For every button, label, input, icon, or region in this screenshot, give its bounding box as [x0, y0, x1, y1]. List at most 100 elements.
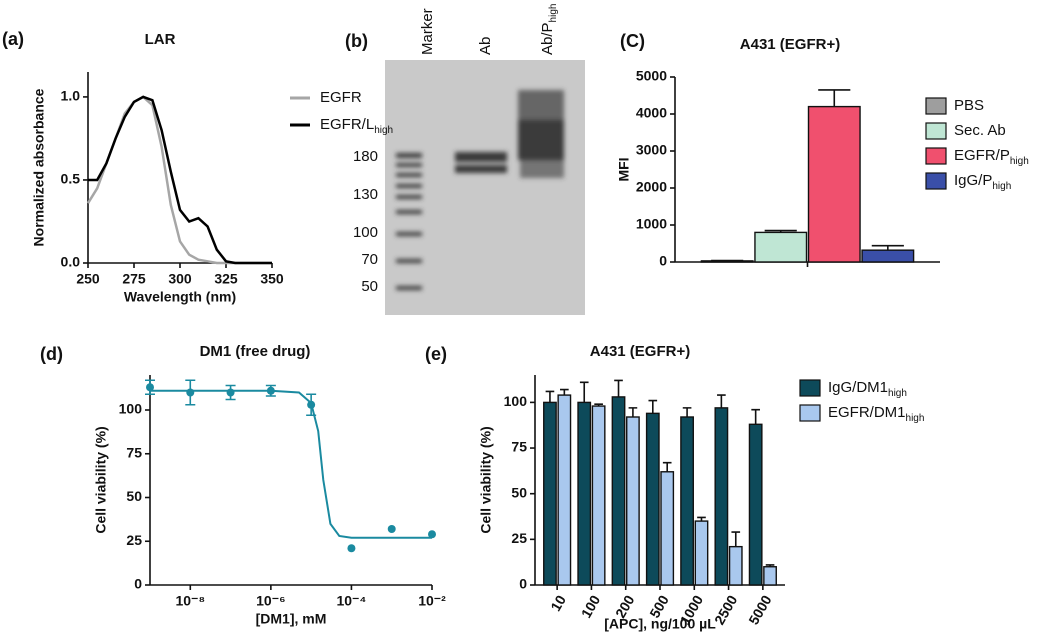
legend-label: PBS [954, 97, 984, 114]
error-bar [871, 244, 904, 251]
y-tick-label: 2000 [636, 179, 667, 195]
legend-swatch [925, 122, 947, 140]
legend-label: IgG/Phigh [954, 172, 1011, 192]
fit-curve [150, 389, 432, 539]
error-bar [628, 407, 638, 417]
x-tick-label: 10⁻⁴ [336, 593, 366, 609]
y-tick-label: 50 [511, 484, 527, 500]
gel-image [385, 60, 585, 315]
x-tick-label: 10 [547, 592, 569, 614]
y-axis-label: Normalized absorbance [31, 88, 47, 246]
x-tick-label: 325 [214, 271, 238, 287]
chart-title: A431 (EGFR+) [740, 36, 840, 53]
bar [807, 105, 861, 263]
x-tick-label: 10⁻² [418, 593, 446, 609]
y-tick-label: 75 [511, 439, 527, 455]
legend-label-main: EGFR/DM1 [828, 404, 906, 421]
lane-label-main: Ab [477, 37, 494, 55]
y-tick-label: 5000 [636, 68, 667, 84]
lane-label: Marker [419, 8, 436, 55]
marker-label: 50 [361, 278, 378, 295]
legend-label: EGFR/Phigh [954, 147, 1029, 167]
legend-label: IgG/DM1high [828, 379, 907, 399]
point [307, 400, 316, 409]
y-tick-label: 75 [126, 444, 142, 460]
y-tick-label: 25 [511, 530, 527, 546]
point [186, 388, 195, 397]
error-bar [731, 531, 741, 547]
legend-label-main: IgG/DM1 [828, 379, 888, 396]
legend-swatch [799, 379, 821, 397]
point [428, 530, 436, 539]
legend-label-main: EGFR/P [954, 147, 1010, 164]
legend-label: EGFR/DM1high [828, 404, 924, 424]
legend-label: EGFR [320, 89, 362, 106]
x-tick-label: 250 [76, 271, 100, 287]
bar [611, 396, 626, 586]
y-tick-label: 50 [126, 488, 142, 504]
y-tick-label: 0.0 [61, 254, 81, 270]
y-tick-label: 100 [504, 393, 528, 409]
error-bar [614, 379, 623, 397]
y-tick-label: 0 [134, 576, 142, 592]
legend-label-main: IgG/P [954, 172, 992, 189]
legend-label: Sec. Ab [954, 122, 1006, 139]
marker-label: 70 [361, 251, 378, 268]
bar [728, 545, 743, 586]
point [347, 544, 356, 553]
bar [714, 407, 729, 586]
legend-swatch [925, 172, 947, 190]
panel-label: (b) [345, 31, 368, 51]
line [86, 95, 272, 265]
error-bar [682, 407, 692, 417]
y-axis-label: MFI [616, 157, 632, 181]
error-bar [560, 388, 569, 396]
error-bar [648, 399, 658, 414]
panel-label: (a) [2, 29, 24, 49]
marker-label: 180 [353, 148, 378, 165]
y-tick-label: 4000 [636, 105, 667, 121]
legend-swatch [799, 404, 821, 422]
legend-label-sub: high [888, 388, 907, 399]
bar [577, 401, 592, 586]
x-tick-label: 10⁻⁸ [175, 593, 205, 609]
y-tick-label: 3000 [636, 142, 667, 158]
x-axis-label: Wavelength (nm) [124, 289, 236, 305]
bar [694, 520, 709, 586]
point [226, 388, 235, 397]
y-tick-label: 1.0 [61, 88, 81, 104]
marker-label: 100 [353, 224, 378, 241]
legend-label-main: PBS [954, 97, 984, 114]
x-axis-label: [APC], ng/100 µL [604, 616, 716, 632]
y-tick-label: 0 [519, 576, 527, 592]
x-tick-label: 300 [168, 271, 192, 287]
bar [700, 260, 754, 263]
point [146, 383, 154, 392]
error-bar [662, 461, 672, 472]
legend-label: EGFR/Lhigh [320, 116, 393, 136]
legend-label-sub: high [906, 413, 925, 424]
panel-label: (e) [425, 344, 447, 364]
chart-title: LAR [145, 31, 176, 48]
x-tick-label: 5000 [745, 592, 775, 627]
legend-swatch [925, 147, 947, 165]
error-bar [751, 408, 760, 425]
lane-label: Ab [477, 37, 494, 55]
bar [543, 401, 557, 586]
x-tick-label: 10⁻⁶ [256, 593, 285, 609]
lane-label: Ab/Phigh [539, 4, 559, 55]
line [88, 95, 272, 265]
y-tick-label: 0.5 [61, 171, 81, 187]
x-tick-label: 275 [122, 271, 146, 287]
point [266, 386, 275, 395]
lane-label-main: Marker [419, 8, 436, 55]
bar [645, 412, 660, 586]
error-bar [545, 390, 555, 403]
lane-label-sub: high [548, 4, 559, 23]
x-tick-label: 350 [260, 271, 284, 287]
legend-label-main: EGFR/L [320, 116, 374, 133]
x-tick-label: 2500 [711, 592, 741, 627]
legend-label-sub: high [1010, 156, 1029, 167]
legend-label-main: Sec. Ab [954, 122, 1006, 139]
bar [763, 566, 777, 586]
